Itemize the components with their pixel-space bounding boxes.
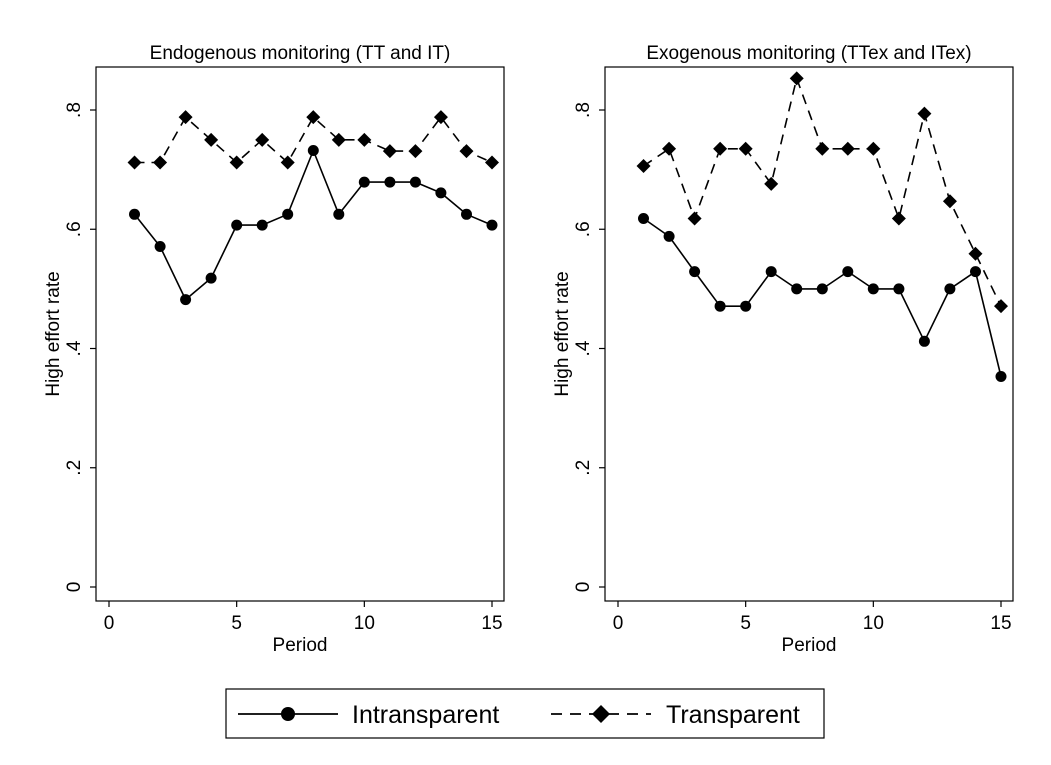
data-point-intransparent bbox=[918, 335, 930, 347]
data-point-transparent bbox=[713, 141, 728, 156]
data-point-intransparent bbox=[154, 241, 166, 252]
legend-label-transparent: Transparent bbox=[666, 701, 800, 729]
x-tick-label: 15 bbox=[481, 613, 502, 634]
data-point-transparent bbox=[866, 141, 881, 156]
y-axis-label: High effort rate bbox=[552, 271, 573, 396]
data-point-transparent bbox=[687, 211, 702, 226]
data-point-transparent bbox=[357, 132, 372, 147]
data-point-transparent bbox=[280, 155, 295, 170]
data-point-transparent bbox=[153, 155, 168, 170]
data-point-intransparent bbox=[714, 300, 726, 312]
x-tick-label: 0 bbox=[613, 613, 624, 634]
data-point-transparent bbox=[764, 176, 779, 191]
data-point-transparent bbox=[255, 132, 270, 147]
data-point-transparent bbox=[306, 110, 321, 125]
data-point-intransparent bbox=[409, 176, 421, 188]
data-point-intransparent bbox=[842, 266, 854, 278]
data-point-intransparent bbox=[384, 176, 396, 188]
data-point-intransparent bbox=[307, 145, 319, 156]
y-tick-label: 0 bbox=[64, 582, 85, 593]
y-tick-label: .6 bbox=[573, 221, 594, 237]
data-point-transparent bbox=[459, 144, 474, 159]
legend-marker-transparent bbox=[592, 705, 610, 723]
data-point-transparent bbox=[815, 141, 830, 156]
data-point-transparent bbox=[738, 141, 753, 156]
data-point-transparent bbox=[994, 299, 1008, 314]
data-point-transparent bbox=[840, 141, 855, 156]
data-point-intransparent bbox=[689, 266, 701, 278]
data-point-intransparent bbox=[791, 283, 803, 295]
data-point-intransparent bbox=[435, 187, 447, 199]
y-tick-label: .8 bbox=[573, 102, 594, 118]
data-point-intransparent bbox=[129, 208, 140, 220]
data-point-intransparent bbox=[867, 283, 879, 295]
chart-panel-exogenous: Exogenous monitoring (TTex and ITex) Hig… bbox=[552, 43, 1014, 656]
x-tick-label: 10 bbox=[354, 613, 375, 634]
data-point-intransparent bbox=[461, 208, 472, 220]
data-point-intransparent bbox=[893, 283, 905, 295]
data-point-intransparent bbox=[486, 219, 498, 231]
data-point-intransparent bbox=[180, 294, 192, 306]
x-tick-label: 0 bbox=[104, 613, 115, 634]
data-point-transparent bbox=[382, 144, 397, 159]
chart-title: Exogenous monitoring (TTex and ITex) bbox=[646, 43, 971, 64]
data-point-transparent bbox=[662, 141, 677, 156]
data-point-transparent bbox=[789, 71, 804, 86]
y-tick-label: .4 bbox=[64, 340, 85, 356]
y-tick-label: .8 bbox=[64, 102, 85, 118]
x-axis-label: Period bbox=[273, 635, 328, 656]
data-point-intransparent bbox=[970, 266, 981, 278]
data-point-intransparent bbox=[231, 219, 243, 231]
data-point-transparent bbox=[891, 211, 906, 226]
y-axis-label: High effort rate bbox=[43, 271, 64, 396]
y-tick-label: .2 bbox=[64, 460, 85, 476]
plot-marks: 0 .2 .4 .6 .8 0 5 10 15 bbox=[64, 102, 503, 634]
data-point-transparent bbox=[485, 155, 499, 170]
data-point-transparent bbox=[178, 110, 193, 125]
legend-label-intransparent: Intransparent bbox=[352, 701, 499, 729]
x-tick-label: 5 bbox=[740, 613, 751, 634]
legend-marker-intransparent bbox=[281, 707, 295, 721]
data-point-intransparent bbox=[995, 371, 1007, 382]
plot-area bbox=[604, 66, 1014, 602]
data-point-intransparent bbox=[358, 176, 370, 188]
x-tick-label: 10 bbox=[863, 613, 884, 634]
data-point-transparent bbox=[331, 132, 346, 147]
y-tick-label: 0 bbox=[573, 582, 594, 593]
plot-area bbox=[95, 66, 505, 602]
x-tick-label: 15 bbox=[990, 613, 1011, 634]
data-point-intransparent bbox=[740, 300, 752, 312]
data-point-transparent bbox=[127, 155, 142, 170]
data-point-intransparent bbox=[205, 272, 217, 284]
data-point-intransparent bbox=[638, 213, 649, 224]
data-point-intransparent bbox=[333, 208, 345, 220]
data-point-intransparent bbox=[816, 283, 828, 295]
plot-marks: 0 .2 .4 .6 .8 0 5 10 15 bbox=[573, 71, 1012, 634]
data-point-intransparent bbox=[944, 283, 956, 295]
data-point-transparent bbox=[942, 194, 957, 209]
data-point-transparent bbox=[229, 155, 244, 170]
data-point-transparent bbox=[408, 144, 423, 159]
x-axis-label: Period bbox=[782, 635, 837, 656]
y-tick-label: .6 bbox=[64, 221, 85, 237]
y-tick-label: .2 bbox=[573, 460, 594, 476]
chart-title: Endogenous monitoring (TT and IT) bbox=[150, 43, 451, 64]
data-point-intransparent bbox=[256, 219, 268, 231]
data-point-transparent bbox=[204, 132, 219, 147]
data-point-transparent bbox=[433, 110, 448, 125]
series-line-transparent bbox=[134, 116, 493, 164]
chart-panel-endogenous: Endogenous monitoring (TT and IT) High e… bbox=[43, 43, 505, 656]
data-point-transparent bbox=[917, 106, 932, 121]
y-tick-label: .4 bbox=[573, 340, 594, 356]
data-point-intransparent bbox=[663, 230, 675, 242]
legend: Intransparent Transparent bbox=[225, 688, 825, 739]
data-point-transparent bbox=[636, 159, 651, 174]
x-tick-label: 5 bbox=[231, 613, 242, 634]
data-point-transparent bbox=[968, 246, 983, 261]
data-point-intransparent bbox=[282, 208, 294, 220]
data-point-intransparent bbox=[765, 266, 777, 278]
